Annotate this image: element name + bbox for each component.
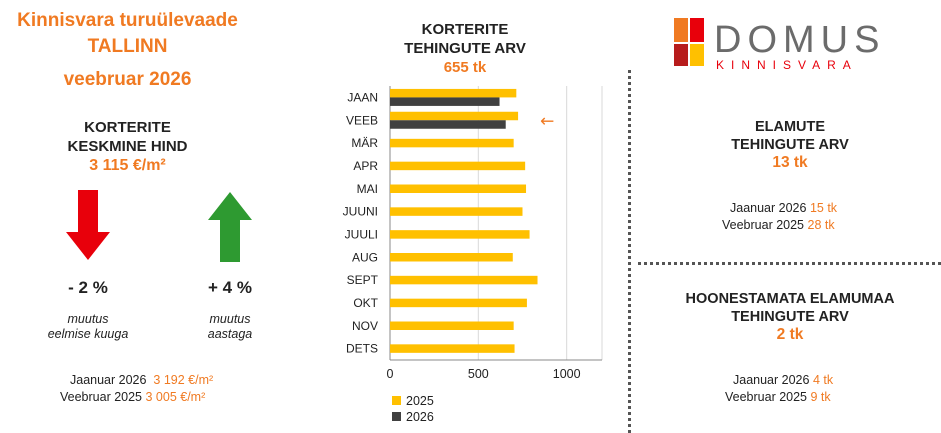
report-title-line3: veebruar 2026 xyxy=(63,69,192,90)
price-ref-row: Jaanuar 2026 3 192 €/m² xyxy=(60,372,280,389)
bar-2025 xyxy=(390,344,515,353)
average-price-block: KORTERITE KESKMINE HIND 3 115 €/m² xyxy=(0,118,255,175)
divider-horizontal xyxy=(638,262,941,265)
price-reference-list: Jaanuar 2026 3 192 €/m² Veebruar 2025 3 … xyxy=(60,372,280,406)
land-title-line1: HOONESTAMATA ELAMUMAA xyxy=(685,291,895,307)
houses-reference-list: Jaanuar 2026 15 tk Veebruar 2025 28 tk xyxy=(722,200,882,234)
category-label: JUULI xyxy=(345,227,378,241)
bar-2025 xyxy=(390,111,519,121)
logo-square-red xyxy=(690,18,704,42)
bar-2026 xyxy=(390,120,506,129)
x-tick-label: 0 xyxy=(387,367,394,381)
price-label-line2: KESKMINE HIND xyxy=(67,138,188,155)
legend-label: 2025 xyxy=(406,394,434,408)
chart-title: KORTERITE TEHINGUTE ARV 655 tk xyxy=(380,20,550,77)
arrow-down-icon xyxy=(66,190,110,260)
divider-vertical xyxy=(628,70,631,433)
bar-2025 xyxy=(390,298,527,308)
bar-2025 xyxy=(390,275,538,285)
transactions-bar-chart: 0 500 1000 JAAN VEEB ← MÄR APR MAI JUUNI JUULI AUG S… xyxy=(343,86,603,424)
yearly-caption-line1: muutus xyxy=(209,312,251,326)
category-label: OKT xyxy=(353,296,378,310)
domus-logo: DOMUS KINNISVARA xyxy=(674,18,885,72)
houses-ref-row: Jaanuar 2026 15 tk xyxy=(722,200,882,217)
category-label: MÄR xyxy=(351,136,378,150)
logo-square-darkred xyxy=(674,44,688,66)
land-ref-label: Veebruar 2025 xyxy=(725,390,808,404)
houses-title-line2: TEHINGUTE ARV xyxy=(731,137,849,153)
logo-square-yellow xyxy=(690,44,704,66)
land-ref-row: Veebruar 2025 9 tk xyxy=(725,389,885,406)
category-label: JUUNI xyxy=(343,205,378,219)
legend-label: 2026 xyxy=(406,410,434,424)
monthly-caption-line1: muutus xyxy=(67,312,109,326)
category-label: APR xyxy=(353,159,378,173)
houses-ref-value: 15 tk xyxy=(809,201,838,215)
logo-name: DOMUS xyxy=(714,19,885,61)
bar-2025 xyxy=(390,184,527,193)
category-label: AUG xyxy=(352,250,378,264)
bar-2025 xyxy=(390,321,514,330)
arrow-up-icon xyxy=(208,192,252,262)
houses-ref-label: Veebruar 2025 xyxy=(722,218,805,232)
houses-ref-row: Veebruar 2025 28 tk xyxy=(722,217,882,234)
bar-2025 xyxy=(390,138,514,148)
houses-value: 13 tk xyxy=(772,154,808,171)
report-title: Kinnisvara turuülevaade TALLINN veebruar… xyxy=(0,8,255,93)
chart-title-line1: KORTERITE xyxy=(421,21,509,38)
monthly-caption-line2: eelmise kuuga xyxy=(47,327,129,341)
report-title-line2: TALLINN xyxy=(87,36,168,57)
houses-title-line1: ELAMUTE xyxy=(754,119,826,135)
chart-title-line2: TEHINGUTE ARV xyxy=(404,40,526,57)
land-ref-value: 4 tk xyxy=(812,373,834,387)
monthly-change-caption: muutus eelmise kuuga xyxy=(28,312,148,342)
category-label: DETS xyxy=(346,342,378,356)
price-label-line1: KORTERITE xyxy=(84,119,171,136)
yearly-change-value: + 4 % xyxy=(208,278,252,297)
average-price-value: 3 115 €/m² xyxy=(89,157,166,174)
legend-swatch xyxy=(392,412,401,421)
monthly-change-value: - 2 % xyxy=(68,278,108,297)
bar-2026 xyxy=(390,97,500,106)
bar-2025 xyxy=(390,161,526,171)
houses-ref-value: 28 tk xyxy=(807,218,835,232)
category-label: MAI xyxy=(357,182,378,196)
category-label: VEEB xyxy=(346,113,378,127)
houses-ref-label: Jaanuar 2026 xyxy=(730,201,807,215)
logo-subtitle: KINNISVARA xyxy=(716,58,858,72)
bar-2025 xyxy=(390,88,517,98)
land-ref-value: 9 tk xyxy=(810,390,831,404)
price-ref-value: 3 005 €/m² xyxy=(145,390,206,404)
report-title-line1: Kinnisvara turuülevaade xyxy=(17,10,238,31)
bar-2025 xyxy=(390,207,523,216)
price-ref-label: Jaanuar 2026 xyxy=(70,373,147,387)
category-label: SEPT xyxy=(347,273,379,287)
category-label: NOV xyxy=(352,319,378,333)
price-ref-value: 3 192 €/m² xyxy=(153,373,214,387)
bar-2025 xyxy=(390,253,513,262)
category-label: JAAN xyxy=(347,90,378,104)
highlight-arrow-icon: ← xyxy=(540,111,554,131)
legend-swatch xyxy=(392,396,401,405)
x-tick-label: 1000 xyxy=(553,367,581,381)
price-ref-row: Veebruar 2025 3 005 €/m² xyxy=(60,389,280,406)
land-ref-row: Jaanuar 2026 4 tk xyxy=(725,372,885,389)
bar-2025 xyxy=(390,230,530,239)
land-ref-label: Jaanuar 2026 xyxy=(733,373,810,387)
land-value: 2 tk xyxy=(776,326,804,343)
x-tick-label: 500 xyxy=(468,367,489,381)
yearly-caption-line2: aastaga xyxy=(207,327,253,341)
land-block: HOONESTAMATA ELAMUMAA TEHINGUTE ARV 2 tk xyxy=(650,290,930,344)
land-title-line2: TEHINGUTE ARV xyxy=(731,309,849,325)
price-ref-label: Veebruar 2025 xyxy=(60,390,143,404)
yearly-change-caption: muutus aastaga xyxy=(170,312,290,342)
chart-title-value: 655 tk xyxy=(443,59,487,76)
houses-block: ELAMUTE TEHINGUTE ARV 13 tk xyxy=(690,118,890,172)
logo-square-orange xyxy=(674,18,688,42)
land-reference-list: Jaanuar 2026 4 tk Veebruar 2025 9 tk xyxy=(725,372,885,406)
